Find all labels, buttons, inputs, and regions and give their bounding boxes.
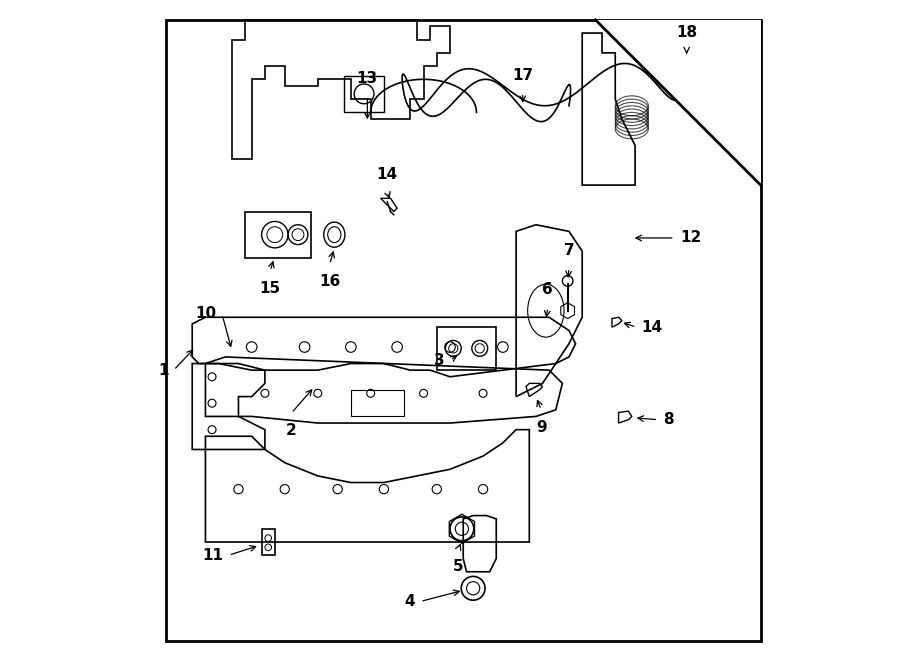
Bar bbox=[695, 93, 715, 119]
Text: 5: 5 bbox=[454, 559, 464, 574]
Text: 14: 14 bbox=[642, 320, 662, 334]
Text: 2: 2 bbox=[286, 423, 297, 438]
Text: 3: 3 bbox=[434, 353, 445, 368]
Text: 17: 17 bbox=[512, 67, 534, 83]
Text: 8: 8 bbox=[663, 412, 674, 427]
Text: 9: 9 bbox=[536, 420, 546, 435]
Text: 11: 11 bbox=[202, 548, 223, 563]
Text: 12: 12 bbox=[680, 231, 701, 245]
Bar bbox=[344, 76, 384, 112]
Bar bbox=[245, 212, 311, 258]
Bar bbox=[678, 56, 707, 86]
Bar bbox=[436, 327, 496, 370]
Text: 10: 10 bbox=[195, 307, 217, 321]
Text: 16: 16 bbox=[320, 274, 340, 290]
Bar bbox=[262, 529, 274, 555]
Text: 13: 13 bbox=[356, 71, 378, 86]
Text: 1: 1 bbox=[158, 363, 168, 377]
Text: 14: 14 bbox=[376, 167, 398, 182]
Text: 18: 18 bbox=[676, 24, 698, 40]
Text: 4: 4 bbox=[404, 594, 415, 609]
Text: 15: 15 bbox=[259, 281, 281, 296]
Text: 7: 7 bbox=[563, 243, 574, 258]
Polygon shape bbox=[596, 20, 760, 185]
Bar bbox=[351, 390, 404, 416]
Text: 6: 6 bbox=[543, 282, 553, 297]
